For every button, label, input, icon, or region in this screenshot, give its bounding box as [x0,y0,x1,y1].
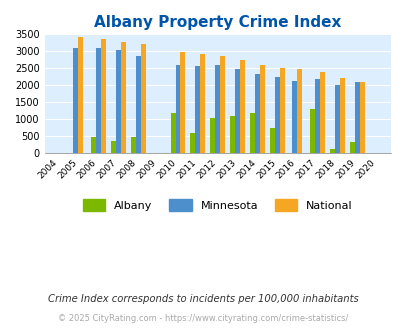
Bar [230,116,234,153]
Bar [220,56,225,153]
Bar [215,65,220,153]
Text: Crime Index corresponds to incidents per 100,000 inhabitants: Crime Index corresponds to incidents per… [47,294,358,304]
Legend: Albany, Minnesota, National: Albany, Minnesota, National [79,195,356,215]
Bar [269,128,274,153]
Bar [96,48,100,153]
Bar [314,79,319,153]
Bar [359,82,364,153]
Bar [115,50,120,153]
Bar [210,118,215,153]
Bar [120,42,126,153]
Bar [175,65,180,153]
Text: © 2025 CityRating.com - https://www.cityrating.com/crime-statistics/: © 2025 CityRating.com - https://www.city… [58,314,347,323]
Bar [354,82,359,153]
Bar [297,69,302,153]
Bar [111,141,115,153]
Bar [254,74,260,153]
Bar [260,65,264,153]
Bar [349,142,354,153]
Bar [180,52,185,153]
Bar [130,137,135,153]
Bar [195,66,200,153]
Bar [73,48,78,153]
Bar [91,137,96,153]
Bar [319,72,324,153]
Bar [190,133,195,153]
Bar [339,78,344,153]
Bar [78,37,83,153]
Bar [279,68,284,153]
Bar [329,149,334,153]
Bar [170,113,175,153]
Bar [292,81,297,153]
Bar [140,44,145,153]
Bar [249,113,254,153]
Bar [100,39,106,153]
Bar [240,60,245,153]
Bar [200,54,205,153]
Bar [309,109,314,153]
Bar [234,69,240,153]
Title: Albany Property Crime Index: Albany Property Crime Index [94,15,341,30]
Bar [334,85,339,153]
Bar [135,56,140,153]
Bar [274,77,279,153]
